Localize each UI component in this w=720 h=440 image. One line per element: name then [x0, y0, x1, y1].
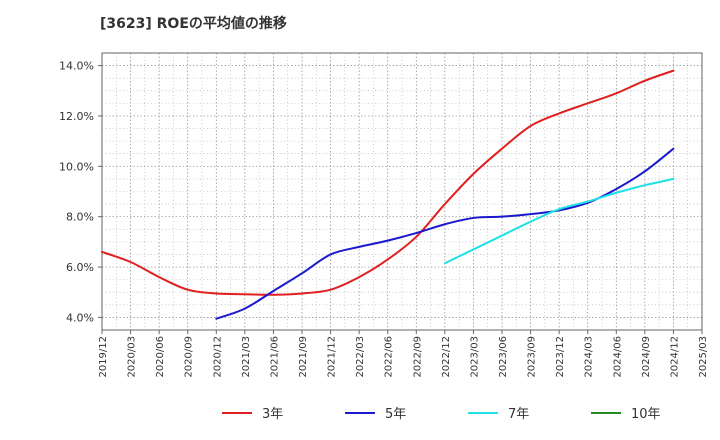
x-tick-label: 2022/12	[441, 336, 452, 378]
x-tick-label: 2024/03	[584, 336, 595, 378]
legend-label: 10年	[631, 407, 661, 422]
x-tick-label: 2023/03	[469, 336, 480, 378]
x-tick-label: 2021/12	[327, 336, 338, 378]
x-tick-label: 2022/09	[412, 336, 423, 378]
x-tick-label: 2020/09	[184, 336, 195, 378]
x-tick-label: 2019/12	[98, 336, 109, 378]
x-tick-label: 2023/12	[555, 336, 566, 378]
x-tick-label: 2020/03	[127, 336, 138, 378]
legend-label: 3年	[262, 407, 283, 422]
x-axis-ticks: 2019/12 2020/03 2020/06 2020/09 2020/12 2021/…	[98, 330, 709, 378]
chart-title: [3623] ROEの平均値の推移	[100, 15, 287, 32]
x-tick-label: 2023/06	[498, 336, 509, 378]
series-line-1	[101, 69, 675, 296]
series-layer	[101, 69, 675, 320]
legend-label: 5年	[385, 407, 406, 422]
series-line-3	[443, 177, 675, 265]
grid-layer	[102, 53, 702, 330]
x-tick-label: 2021/03	[241, 336, 252, 378]
x-tick-label: 2022/06	[384, 336, 395, 378]
x-tick-label: 2021/09	[298, 336, 309, 378]
series-line-2	[215, 147, 675, 320]
x-tick-label: 2024/06	[612, 336, 623, 378]
x-tick-label: 2024/09	[641, 336, 652, 378]
x-tick-label: 2020/06	[155, 336, 166, 378]
legend: 3年 5年 7年 10年	[222, 407, 661, 422]
y-tick-label: 8.0%	[66, 211, 94, 224]
x-tick-label: 2025/03	[698, 336, 709, 378]
x-tick-label: 2021/06	[269, 336, 280, 378]
y-tick-label: 4.0%	[66, 311, 94, 324]
y-tick-label: 10.0%	[59, 160, 94, 173]
y-tick-label: 14.0%	[59, 60, 94, 73]
plot-frame	[101, 52, 703, 331]
y-tick-label: 6.0%	[66, 261, 94, 274]
x-tick-label: 2020/12	[212, 336, 223, 378]
x-tick-label: 2024/12	[669, 336, 680, 378]
x-tick-label: 2023/09	[527, 336, 538, 378]
legend-label: 7年	[508, 407, 529, 422]
y-tick-label: 12.0%	[59, 110, 94, 123]
y-axis-ticks: 4.0% 6.0% 8.0% 10.0% 12.0% 14.0%	[59, 60, 102, 324]
x-tick-label: 2022/03	[355, 336, 366, 378]
